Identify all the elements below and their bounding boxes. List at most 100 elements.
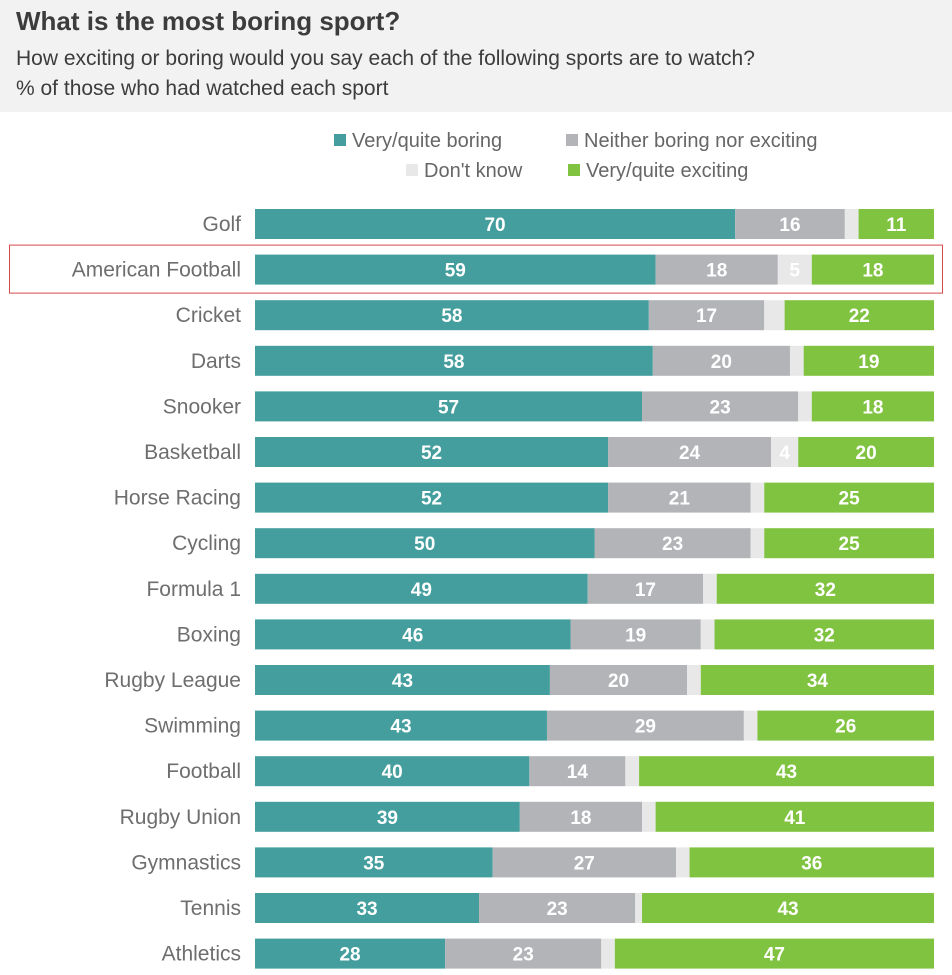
bar-segment-very-quite-boring-american-football [255, 254, 656, 285]
value-label-very-quite-boring-cricket: 58 [441, 306, 462, 327]
bar-segment-neither-boring-nor-exciting-rugby-union [519, 801, 643, 832]
bar-segment-neither-boring-nor-exciting-darts [652, 345, 790, 376]
bar-segment-very-quite-boring-rugby-union [255, 801, 520, 832]
value-label-very-quite-exciting-swimming: 26 [835, 717, 856, 738]
bar-segment-very-quite-boring-swimming [255, 710, 547, 741]
legend-label-very-quite-boring: Very/quite boring [352, 130, 502, 152]
bar-segment-don-t-know-rugby-league [687, 665, 701, 695]
bar-segment-don-t-know-darts [789, 345, 804, 376]
bar-segment-neither-boring-nor-exciting-gymnastics [492, 847, 676, 878]
bar-segment-don-t-know-tennis [635, 893, 643, 923]
bar-segment-neither-boring-nor-exciting-american-football [655, 254, 778, 285]
bar-segment-very-quite-exciting-athletics [614, 938, 934, 969]
value-label-neither-boring-nor-exciting-boxing: 19 [625, 625, 646, 646]
value-label-neither-boring-nor-exciting-tennis: 23 [547, 899, 568, 920]
bar-segment-neither-boring-nor-exciting-snooker [642, 391, 799, 422]
bar-segment-neither-boring-nor-exciting-cricket [648, 300, 765, 331]
bar-segment-neither-boring-nor-exciting-athletics [445, 938, 602, 969]
category-label-gymnastics: Gymnastics [131, 851, 241, 874]
chart-subtitle: How exciting or boring would you say eac… [16, 47, 755, 70]
category-label-darts: Darts [191, 350, 241, 373]
value-label-very-quite-boring-american-football: 59 [445, 261, 466, 282]
value-label-very-quite-exciting-cycling: 25 [839, 534, 861, 555]
bar-segment-don-t-know-rugby-union [642, 801, 656, 832]
value-label-very-quite-boring-basketball: 52 [421, 443, 442, 464]
legend-swatch-don-t-know [406, 164, 418, 176]
value-label-very-quite-exciting-athletics: 47 [764, 945, 785, 966]
bar-segment-very-quite-exciting-formula-1 [716, 573, 934, 604]
value-label-very-quite-exciting-boxing: 32 [814, 625, 835, 646]
category-label-athletics: Athletics [162, 943, 241, 966]
value-label-very-quite-exciting-horse-racing: 25 [839, 489, 861, 510]
bar-segment-very-quite-boring-horse-racing [255, 482, 609, 513]
bar-segment-very-quite-boring-darts [255, 345, 653, 376]
value-label-very-quite-exciting-american-football: 18 [862, 261, 883, 282]
bar-segment-neither-boring-nor-exciting-horse-racing [608, 482, 751, 513]
bar-segment-very-quite-boring-formula-1 [255, 573, 588, 604]
bar-segment-very-quite-boring-snooker [255, 391, 643, 422]
bar-segment-neither-boring-nor-exciting-basketball [608, 437, 772, 467]
value-label-very-quite-exciting-rugby-union: 41 [784, 808, 806, 829]
value-label-very-quite-boring-formula-1: 49 [411, 580, 432, 601]
value-label-neither-boring-nor-exciting-american-football: 18 [706, 261, 727, 282]
value-label-very-quite-boring-athletics: 28 [339, 945, 360, 966]
bar-segment-don-t-know-golf [844, 209, 859, 239]
value-label-very-quite-exciting-formula-1: 32 [815, 580, 836, 601]
value-label-very-quite-boring-football: 40 [382, 762, 403, 783]
bar-segment-very-quite-exciting-snooker [811, 391, 934, 422]
value-label-very-quite-boring-swimming: 43 [390, 717, 411, 738]
bar-segment-don-t-know-athletics [601, 938, 615, 969]
value-label-very-quite-exciting-basketball: 20 [856, 443, 877, 464]
bar-segment-very-quite-exciting-gymnastics [689, 847, 934, 878]
value-label-neither-boring-nor-exciting-gymnastics: 27 [574, 853, 595, 874]
value-label-very-quite-boring-boxing: 46 [402, 625, 423, 646]
bar-segment-very-quite-exciting-horse-racing [764, 482, 934, 513]
bar-segment-very-quite-exciting-rugby-league [700, 665, 934, 695]
bar-segment-very-quite-exciting-rugby-union [655, 801, 934, 832]
category-label-tennis: Tennis [180, 897, 241, 920]
stacked-bar-chart: Very/quite boring Neither boring nor exci… [9, 130, 943, 969]
legend-swatch-neither-boring-nor-exciting [566, 134, 578, 146]
category-label-basketball: Basketball [144, 441, 241, 464]
value-label-very-quite-exciting-rugby-league: 34 [807, 671, 829, 692]
value-label-very-quite-exciting-gymnastics: 36 [801, 853, 822, 874]
value-label-neither-boring-nor-exciting-cricket: 17 [696, 306, 717, 327]
bar-segment-very-quite-exciting-golf [858, 209, 934, 239]
bar-segment-neither-boring-nor-exciting-tennis [479, 893, 636, 923]
category-label-cricket: Cricket [176, 304, 242, 327]
chart-header: What is the most boring sport? How excit… [0, 0, 952, 112]
category-label-rugby-league: Rugby League [104, 669, 241, 692]
bar-segment-very-quite-boring-cycling [255, 528, 595, 559]
legend-swatch-very-quite-boring [334, 134, 346, 146]
bar-segment-very-quite-exciting-swimming [757, 710, 934, 741]
value-label-very-quite-boring-golf: 70 [484, 215, 505, 236]
bar-segment-neither-boring-nor-exciting-swimming [546, 710, 744, 741]
value-label-very-quite-boring-rugby-league: 43 [392, 671, 413, 692]
highlight-box-american-football [9, 244, 943, 294]
bar-segment-very-quite-boring-athletics [255, 938, 446, 969]
value-label-neither-boring-nor-exciting-formula-1: 17 [635, 580, 656, 601]
value-label-very-quite-exciting-darts: 19 [858, 352, 879, 373]
bar-segment-very-quite-exciting-darts [803, 345, 934, 376]
value-label-neither-boring-nor-exciting-snooker: 23 [710, 397, 731, 418]
bar-segment-very-quite-exciting-cricket [784, 300, 934, 331]
value-label-neither-boring-nor-exciting-football: 14 [567, 762, 589, 783]
value-label-very-quite-exciting-football: 43 [776, 762, 797, 783]
legend-swatch-very-quite-exciting [568, 164, 580, 176]
bar-segment-very-quite-boring-cricket [255, 300, 649, 331]
category-label-swimming: Swimming [144, 715, 241, 738]
value-label-neither-boring-nor-exciting-horse-racing: 21 [669, 489, 691, 510]
category-label-football: Football [166, 760, 241, 783]
chart-title: What is the most boring sport? [16, 6, 401, 36]
bar-segment-very-quite-boring-basketball [255, 437, 609, 467]
bar-segment-neither-boring-nor-exciting-football [529, 756, 626, 787]
bar-segment-neither-boring-nor-exciting-golf [735, 209, 845, 239]
bar-segment-don-t-know-american-football [777, 254, 812, 285]
bar-segment-neither-boring-nor-exciting-boxing [570, 619, 701, 650]
value-label-don-t-know-american-football: 5 [790, 261, 801, 282]
bar-segment-don-t-know-football [625, 756, 640, 787]
bar-segment-don-t-know-boxing [700, 619, 715, 650]
value-label-don-t-know-basketball: 4 [779, 443, 790, 464]
bar-segment-very-quite-exciting-cycling [764, 528, 934, 559]
value-label-neither-boring-nor-exciting-darts: 20 [711, 352, 732, 373]
